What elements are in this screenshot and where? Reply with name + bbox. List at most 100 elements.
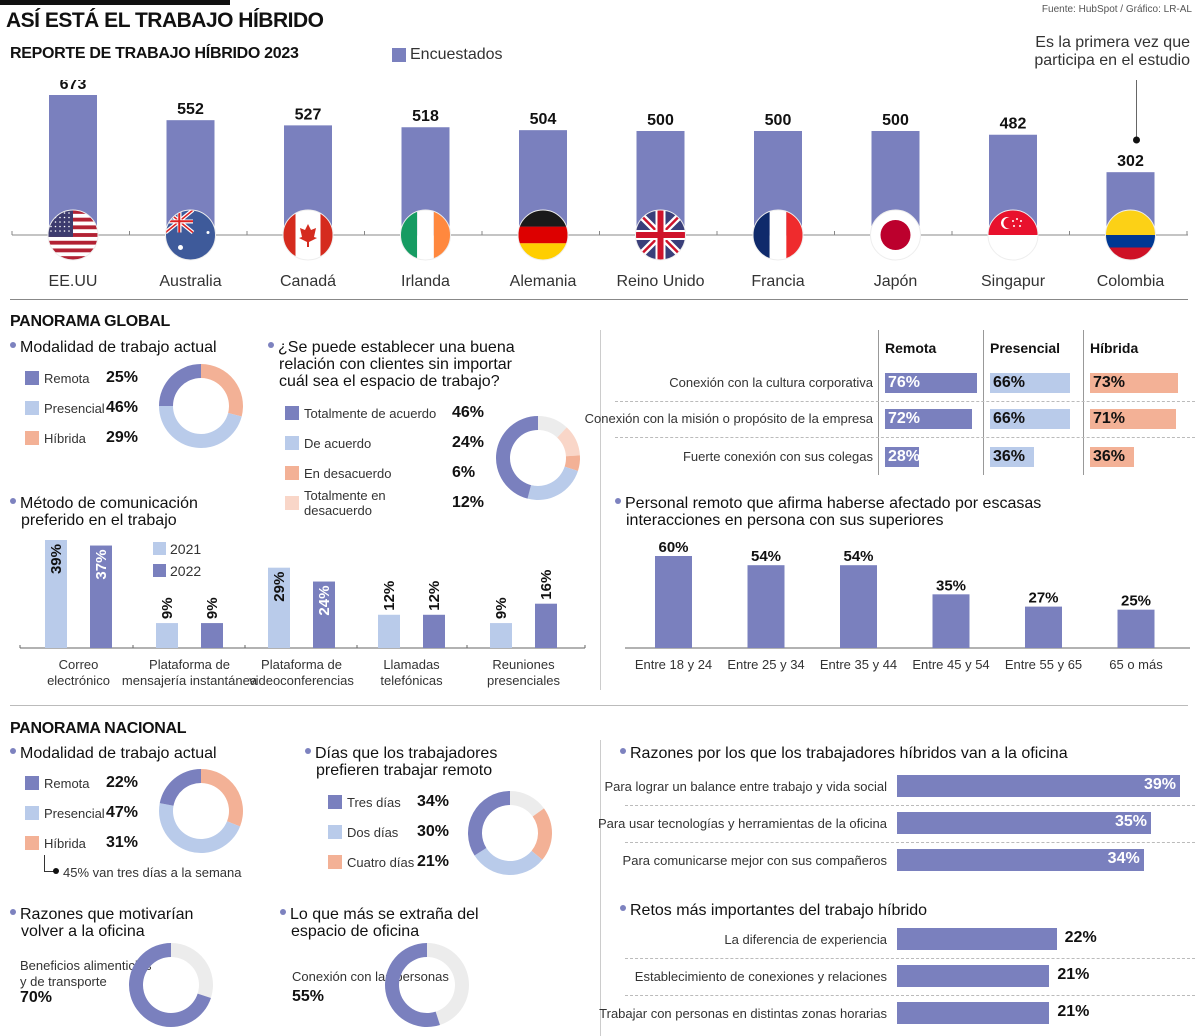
legend-swatch [25,806,39,820]
donut-slice [474,848,543,875]
table-column-divider [878,330,879,475]
legend-label: Dos días [347,824,399,840]
donut-slice [468,791,510,856]
bullet-icon [305,747,311,754]
legend-label: Remota [44,370,90,386]
nacional-dias-donut [468,791,552,875]
bar-value-label: 29% [271,572,288,602]
bar-value-label: 37% [93,550,110,580]
table-cell-bar: 28% [885,447,920,467]
global-comunicacion-title: Método de comunicación preferido en el t… [10,495,198,529]
legend-row: De acuerdo 24% [285,428,490,458]
legend-swatch [392,48,406,62]
global-relacion-legend: Totalmente de acuerdo 46% De acuerdo 24% En … [285,398,490,518]
legend-swatch [285,436,299,450]
legend-label: 2022 [170,563,201,579]
legend-value: 34% [417,793,450,810]
table-cell-bar: 73% [1090,373,1179,393]
category-label: Reuniones [492,657,555,672]
table-cell-bar: 71% [1090,409,1176,429]
superiores-bar-chart: 60% Entre 18 y 24 54% Entre 25 y 34 54% Entre… [625,539,1190,672]
legend-swatch [25,836,39,850]
bar-category-label: Para lograr un balance entre trabajo y v… [604,779,887,794]
donut-slice [557,427,580,457]
legend-swatch [25,431,39,445]
legend-swatch [25,371,39,385]
category-label: Plataforma de [261,657,342,672]
nacional-dias-title: Días que los trabajadores prefieren trab… [305,745,497,779]
category-label: telefónicas [380,673,443,688]
legend-value: 22% [106,774,139,791]
annotation-dot-icon [1133,136,1140,144]
bar-value-label: 21% [1057,966,1090,983]
legend-swatch [25,776,39,790]
legend-label: Presencial [44,805,105,821]
country-label: Francia [751,273,804,290]
legend-label: De acuerdo [304,435,372,451]
country-label: Canadá [280,273,336,290]
bar [655,556,692,648]
category-label: Entre 55 y 65 [1005,657,1082,672]
flag-au-icon [165,209,216,261]
legend-label: Totalmente en desacuerdo [304,488,386,518]
category-label: Entre 25 y 34 [727,657,804,672]
bar-value-label: 527 [295,106,322,123]
category-label: Correo [59,657,99,672]
donut-slice [201,769,243,827]
donut-slice [527,466,578,500]
bar-value-label: 34% [1107,850,1140,867]
razones-bar-chart: Para lograr un balance entre trabajo y v… [598,775,1195,885]
flag-fr-icon [752,209,804,261]
bar-value-label: 12% [426,581,443,611]
bar-2022 [535,603,557,648]
legend-label: Presencial [44,400,105,416]
legend-row: Remota 25% [25,363,150,393]
bar-category-label: Para comunicarse mejor con sus compañero… [622,853,887,868]
colombia-annotation: Es la primera vez que participa en el es… [1034,34,1190,70]
bar-2022 [313,581,335,648]
nacional-note: 45% van tres días a la semana [63,865,242,880]
legend-swatch [285,496,299,510]
legend-swatch [285,466,299,480]
section-divider [10,705,1188,706]
column-divider [600,330,601,690]
donut-slice [538,416,567,438]
bar [897,812,1151,834]
category-label: presenciales [487,673,560,688]
flag-jp-icon [870,209,921,261]
donut-slice [427,943,469,1025]
table-cell-bar: 72% [885,409,973,429]
country-label: Reino Unido [616,273,704,290]
row-separator [615,437,1195,438]
bullet-icon [10,908,16,915]
bar-2022 [423,614,445,648]
bar-2021 [378,614,400,648]
bar-value-label: 302 [1117,153,1144,170]
donut-slice [159,364,201,406]
flag-co-icon [1105,209,1156,261]
legend-label: Cuatro días [347,854,415,870]
table-row-label: Conexión con la misión o propósito de la… [584,411,873,426]
legend-value: 47% [106,804,139,821]
bullet-icon [10,747,16,754]
nacional-retos-title: Retos más importantes del trabajo híbrid… [620,902,927,919]
legend-swatch [153,542,166,555]
legend-swatch [153,564,166,577]
bar-value-label: 39% [48,544,65,574]
nacional-modalidad-legend: Remota 22% Presencial 47% Híbrida 31% [25,768,150,858]
bar-category-label: Establecimiento de conexiones y relacion… [634,969,887,984]
legend-row: Totalmente de acuerdo 46% [285,398,490,428]
legend-value: 25% [106,369,139,386]
global-superiores-title: Personal remoto que afirma haberse afect… [615,495,1041,529]
legend-row: Tres días 34% [328,787,458,817]
bar [1117,609,1155,648]
legend-value: 46% [452,404,485,421]
extrana-label: Conexión con las personas 55% [292,969,449,1005]
nacional-modalidad-title: Modalidad de trabajo actual [10,745,217,762]
bar-value-label: 500 [647,112,674,129]
legend-label: Totalmente de acuerdo [304,405,437,421]
category-label: Entre 35 y 44 [820,657,897,672]
nacional-modalidad-donut [158,769,243,853]
legend-swatch [328,795,342,809]
flag-ca-icon [282,209,334,261]
